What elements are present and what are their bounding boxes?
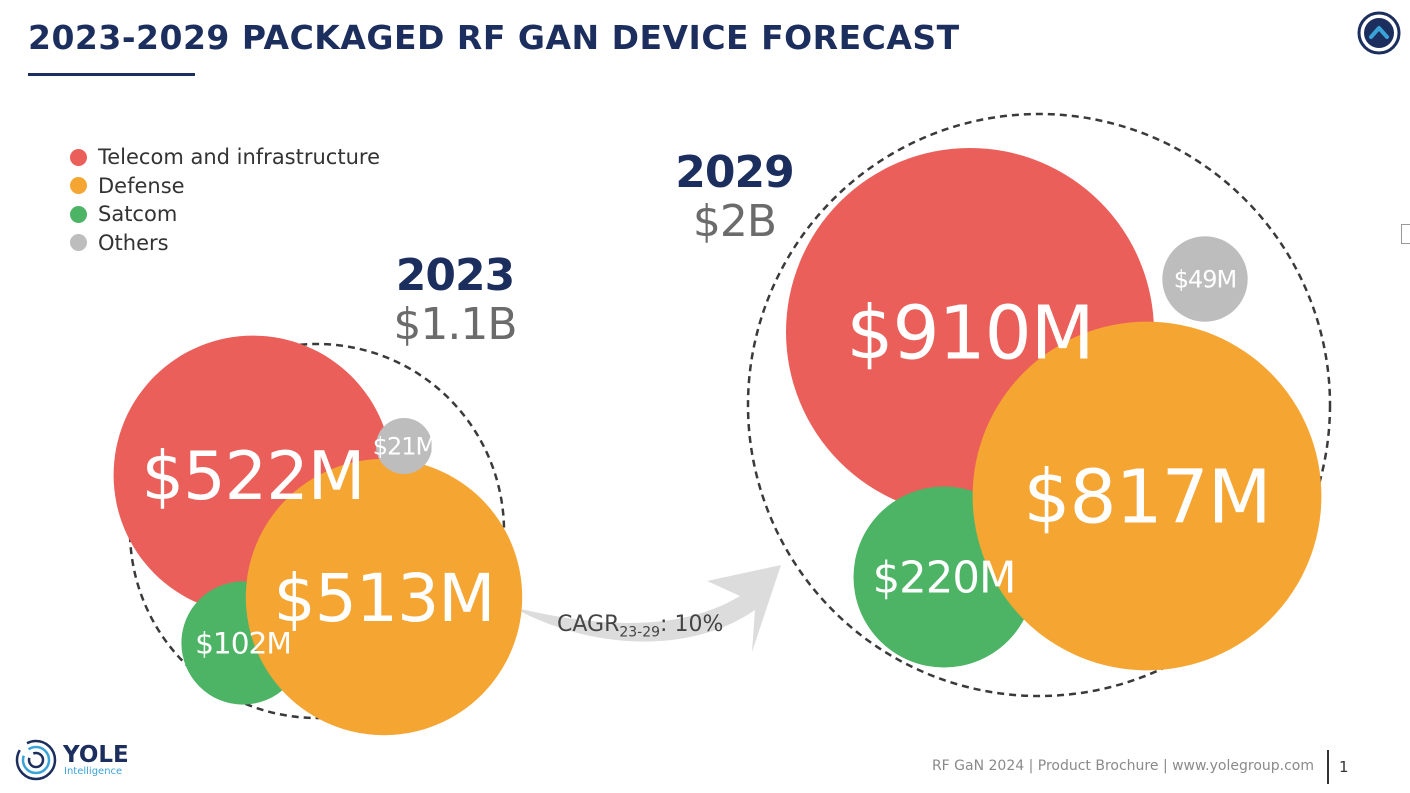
year-label-2029: 2029 bbox=[675, 147, 794, 198]
group-outline-2029 bbox=[746, 112, 1332, 698]
bubble-label-others-2023: $21M bbox=[373, 433, 436, 461]
legend-label: Defense bbox=[98, 173, 185, 198]
growth-arrow bbox=[512, 565, 781, 652]
legend-swatch-others bbox=[70, 234, 87, 252]
bubble-label-telecom-2023: $522M bbox=[142, 437, 365, 515]
logo-subtitle: Intelligence bbox=[64, 765, 123, 777]
yole-logo-icon bbox=[15, 739, 57, 781]
chart-legend: Telecom and infrastructure Defense Satco… bbox=[70, 143, 380, 257]
yole-logo: YOLE Intelligence bbox=[15, 739, 129, 781]
footer-divider bbox=[1327, 750, 1329, 784]
legend-label: Telecom and infrastructure bbox=[98, 145, 380, 170]
legend-item-defense: Defense bbox=[70, 172, 380, 201]
slide-title: 2023-2029 PACKAGED RF GAN DEVICE FORECAS… bbox=[28, 18, 960, 57]
logo-name: YOLE bbox=[63, 741, 129, 768]
total-label-2029: $2B bbox=[692, 196, 777, 247]
year-block-2029: 2029 $2B bbox=[662, 148, 807, 246]
legend-item-others: Others bbox=[70, 229, 380, 258]
cagr-prefix: CAGR bbox=[557, 612, 620, 637]
legend-label: Satcom bbox=[98, 202, 178, 227]
chevron-up-icon[interactable] bbox=[1356, 10, 1402, 56]
legend-item-telecom: Telecom and infrastructure bbox=[70, 143, 380, 172]
legend-swatch-satcom bbox=[70, 205, 87, 223]
title-underline bbox=[28, 73, 195, 76]
footer-text: RF GaN 2024 | Product Brochure | www.yol… bbox=[931, 758, 1314, 774]
cagr-period: 23-29 bbox=[619, 624, 661, 641]
bubble-others-2023 bbox=[376, 418, 432, 474]
bubble-defense-2029 bbox=[972, 321, 1322, 671]
year-label-2023: 2023 bbox=[395, 250, 515, 301]
page-number: 1 bbox=[1339, 758, 1349, 776]
legend-swatch-telecom bbox=[70, 148, 87, 166]
bubble-label-defense-2023: $513M bbox=[274, 559, 495, 637]
bubble-others-2029 bbox=[1162, 236, 1248, 322]
legend-swatch-defense bbox=[70, 177, 87, 195]
bubble-label-defense-2029: $817M bbox=[1023, 455, 1270, 541]
legend-label: Others bbox=[98, 230, 169, 255]
year-block-2023: 2023 $1.1B bbox=[385, 251, 525, 349]
bubble-label-satcom-2023: $102M bbox=[195, 627, 291, 661]
cagr-label: CAGR23-29: 10% bbox=[557, 612, 723, 640]
bubble-label-others-2029: $49M bbox=[1174, 266, 1237, 294]
cagr-value: : 10% bbox=[660, 612, 724, 637]
legend-item-satcom: Satcom bbox=[70, 200, 380, 229]
bubble-defense-2023 bbox=[245, 458, 523, 736]
bubble-label-satcom-2029: $220M bbox=[873, 554, 1016, 604]
bubble-label-telecom-2029: $910M bbox=[846, 291, 1093, 377]
total-label-2023: $1.1B bbox=[393, 299, 517, 350]
side-panel-handle[interactable] bbox=[1401, 224, 1410, 244]
